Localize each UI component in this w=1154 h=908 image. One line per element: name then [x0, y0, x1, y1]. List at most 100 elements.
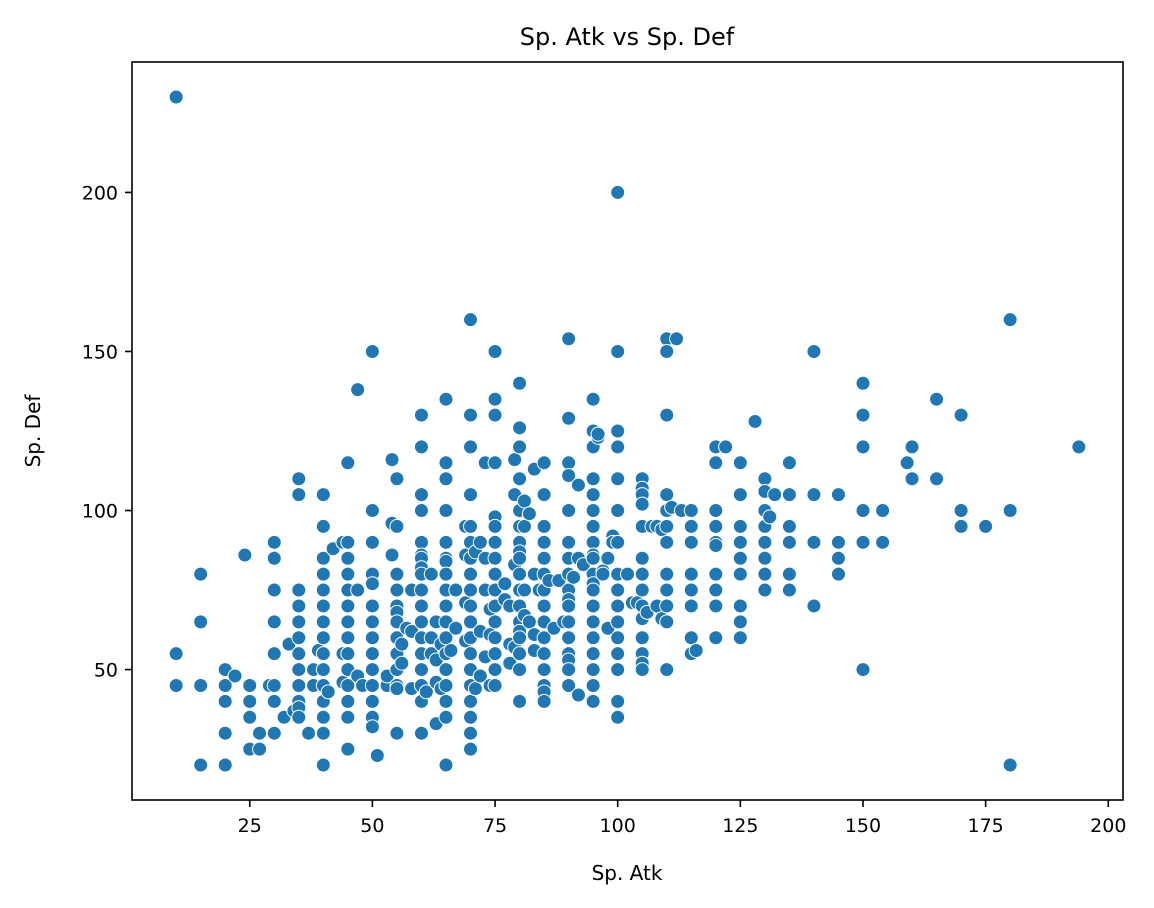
- scatter-point: [585, 630, 601, 646]
- scatter-point: [953, 518, 969, 534]
- scatter-point: [266, 614, 282, 630]
- scatter-point: [315, 598, 331, 614]
- scatter-point: [904, 439, 920, 455]
- scatter-point: [340, 455, 356, 471]
- scatter-point: [364, 646, 380, 662]
- scatter-point: [438, 566, 454, 582]
- y-axis-ticks: 50 100 150 200: [82, 182, 132, 682]
- scatter-point: [340, 677, 356, 693]
- scatter-point: [585, 693, 601, 709]
- scatter-point: [659, 614, 675, 630]
- scatter-point: [193, 614, 209, 630]
- scatter-point: [413, 407, 429, 423]
- scatter-point: [781, 582, 797, 598]
- scatter-point: [394, 655, 410, 671]
- scatter-point: [732, 518, 748, 534]
- scatter-point: [634, 662, 650, 678]
- x-tick-label: 150: [845, 815, 881, 837]
- scatter-point: [781, 566, 797, 582]
- scatter-point: [978, 518, 994, 534]
- scatter-point: [463, 709, 479, 725]
- scatter-point: [487, 677, 503, 693]
- scatter-point: [1002, 503, 1018, 519]
- x-tick-label: 100: [600, 815, 636, 837]
- scatter-point: [389, 566, 405, 582]
- x-tick-label: 125: [722, 815, 758, 837]
- scatter-point: [659, 518, 675, 534]
- scatter-point: [242, 693, 258, 709]
- scatter-point: [659, 407, 675, 423]
- scatter-point: [512, 646, 528, 662]
- scatter-point: [585, 487, 601, 503]
- scatter-point: [781, 534, 797, 550]
- scatter-point: [830, 534, 846, 550]
- scatter-point: [570, 687, 586, 703]
- scatter-point: [266, 677, 282, 693]
- scatter-point: [364, 677, 380, 693]
- scatter-point: [384, 547, 400, 563]
- scatter-point: [708, 566, 724, 582]
- scatter-point: [683, 534, 699, 550]
- scatter-point: [855, 534, 871, 550]
- scatter-point: [561, 331, 577, 347]
- scatter-point: [585, 598, 601, 614]
- scatter-point: [806, 598, 822, 614]
- scatter-point: [620, 566, 635, 582]
- scatter-point: [708, 582, 724, 598]
- scatter-point: [708, 503, 724, 519]
- scatter-point: [512, 471, 528, 487]
- scatter-point: [340, 614, 356, 630]
- scatter-point: [610, 662, 626, 678]
- scatter-point: [683, 566, 699, 582]
- x-tick-label: 50: [360, 815, 384, 837]
- scatter-point: [585, 614, 601, 630]
- scatter-point: [413, 598, 429, 614]
- scatter-point: [512, 566, 528, 582]
- scatter-point: [708, 598, 724, 614]
- scatter-point: [463, 407, 479, 423]
- scatter-point: [585, 677, 601, 693]
- scatter-point: [732, 455, 748, 471]
- scatter-point: [830, 550, 846, 566]
- scatter-point: [291, 471, 307, 487]
- scatter-point: [516, 582, 532, 598]
- scatter-point: [487, 566, 503, 582]
- scatter-point: [389, 681, 405, 697]
- scatter-point: [512, 375, 528, 391]
- scatter-point: [301, 725, 317, 741]
- scatter-point: [291, 598, 307, 614]
- scatter-point: [781, 455, 797, 471]
- scatter-point: [487, 614, 503, 630]
- scatter-point: [512, 630, 528, 646]
- scatter-point: [315, 662, 331, 678]
- scatter-point: [340, 534, 356, 550]
- scatter-point: [291, 677, 307, 693]
- scatter-point: [487, 343, 503, 359]
- scatter-point: [830, 487, 846, 503]
- scatter-point: [315, 487, 331, 503]
- scatter-point: [570, 477, 586, 493]
- scatter-point: [610, 709, 626, 725]
- scatter-point: [1071, 439, 1087, 455]
- scatter-point: [899, 455, 915, 471]
- scatter-point: [683, 598, 699, 614]
- x-tick-label: 75: [483, 815, 507, 837]
- scatter-point: [291, 709, 307, 725]
- scatter-point: [512, 693, 528, 709]
- scatter-point: [438, 598, 454, 614]
- scatter-point: [242, 709, 258, 725]
- scatter-point: [634, 582, 650, 598]
- scatter-point: [585, 391, 601, 407]
- scatter-point: [536, 662, 552, 678]
- scatter-point: [732, 598, 748, 614]
- scatter-point: [463, 518, 479, 534]
- scatter-point: [585, 550, 601, 566]
- scatter-point: [364, 343, 380, 359]
- scatter-point: [438, 455, 454, 471]
- scatter-point: [806, 487, 822, 503]
- scatter-point: [561, 630, 577, 646]
- scatter-point: [438, 709, 454, 725]
